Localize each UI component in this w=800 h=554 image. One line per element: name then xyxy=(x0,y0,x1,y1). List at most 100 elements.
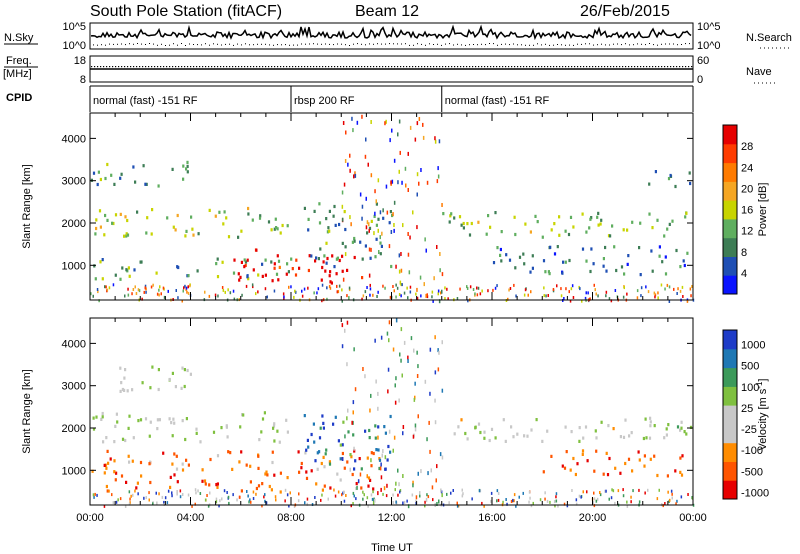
nave-point xyxy=(391,66,393,68)
power-cell xyxy=(467,299,469,303)
velocity-cell xyxy=(435,478,437,483)
velocity-cell xyxy=(669,498,671,502)
velocity-cell xyxy=(355,497,357,501)
power-cell xyxy=(341,204,344,209)
velocity-cell xyxy=(169,485,172,489)
power-cell xyxy=(668,300,671,303)
power-cell xyxy=(286,224,289,228)
colorbar-swatch xyxy=(723,423,737,444)
power-cell xyxy=(155,271,158,275)
velocity-cell xyxy=(157,387,160,392)
power-cell xyxy=(584,296,587,300)
velocity-cell xyxy=(372,487,375,491)
freq-tick-top: 18 xyxy=(74,55,86,67)
power-cell xyxy=(286,262,289,266)
power-cell xyxy=(197,232,200,236)
power-cell xyxy=(273,262,276,266)
power-cell xyxy=(134,285,136,289)
power-cell xyxy=(684,215,687,219)
velocity-cell xyxy=(339,443,342,447)
power-cell xyxy=(238,278,241,282)
power-cell xyxy=(599,222,602,226)
power-cell xyxy=(423,282,425,287)
velocity-cell xyxy=(407,355,409,360)
power-cell xyxy=(686,299,689,303)
power-cell xyxy=(658,245,661,249)
y-tick-label: 1000 xyxy=(62,465,86,477)
velocity-cell xyxy=(215,483,218,487)
nave-point xyxy=(553,66,555,68)
velocity-cell xyxy=(490,491,493,495)
nsearch-point xyxy=(261,43,262,45)
velocity-cell xyxy=(394,383,396,388)
power-cell xyxy=(564,260,567,264)
nave-point xyxy=(688,66,690,68)
y-axis-label: Slant Range [km] xyxy=(21,369,33,453)
nsearch-point xyxy=(377,43,378,45)
velocity-cell xyxy=(571,489,573,492)
velocity-cell xyxy=(130,494,132,498)
colorbar-tick-label: 8 xyxy=(741,247,747,259)
power-cell xyxy=(469,285,472,289)
power-cell xyxy=(120,172,123,176)
power-cell xyxy=(271,279,274,283)
nsearch-point xyxy=(401,43,402,45)
nave-point xyxy=(142,66,144,68)
power-cell xyxy=(119,212,122,216)
power-cell xyxy=(341,241,344,245)
velocity-cell xyxy=(395,500,397,504)
velocity-cell xyxy=(611,488,613,492)
velocity-cell xyxy=(105,484,108,489)
velocity-cell xyxy=(425,497,428,502)
power-cell xyxy=(626,262,629,266)
velocity-cell xyxy=(513,499,515,503)
power-cell xyxy=(145,287,147,291)
nsearch-point xyxy=(601,43,602,45)
velocity-cell xyxy=(586,490,588,494)
power-cell xyxy=(396,286,399,290)
velocity-cell xyxy=(265,501,268,505)
power-cell xyxy=(393,200,396,205)
nave-point xyxy=(148,66,150,68)
power-cell xyxy=(277,278,280,282)
nave-point xyxy=(544,66,546,68)
power-cell xyxy=(333,204,336,209)
nsearch-point xyxy=(109,43,110,45)
velocity-cell xyxy=(477,422,481,426)
nave-point xyxy=(94,66,96,68)
power-cell xyxy=(303,287,306,291)
velocity-cell xyxy=(393,435,396,440)
nsearch-point xyxy=(317,43,318,45)
velocity-cell xyxy=(123,376,126,380)
velocity-cell xyxy=(461,488,463,492)
velocity-cell xyxy=(665,433,668,437)
power-cell xyxy=(301,289,303,293)
velocity-cell xyxy=(279,490,282,494)
velocity-cell xyxy=(117,498,119,502)
velocity-cell xyxy=(607,424,610,428)
power-cell xyxy=(515,294,517,298)
velocity-cell xyxy=(377,435,379,440)
velocity-cell xyxy=(371,497,374,501)
velocity-cell xyxy=(481,501,483,505)
power-cell xyxy=(453,216,456,220)
power-cell xyxy=(524,222,527,226)
power-cell xyxy=(398,293,401,296)
velocity-cell xyxy=(119,389,122,393)
nsearch-point xyxy=(293,44,294,46)
power-cell xyxy=(384,121,386,126)
velocity-cell xyxy=(128,414,131,418)
power-cell xyxy=(374,255,377,259)
power-cell xyxy=(240,260,243,264)
velocity-cell xyxy=(466,437,469,441)
nave-point xyxy=(334,66,336,68)
nsearch-point xyxy=(585,43,586,45)
velocity-cell xyxy=(549,500,551,504)
power-cell xyxy=(414,137,417,142)
power-cell xyxy=(328,229,331,233)
velocity-cell xyxy=(389,450,392,454)
power-cell xyxy=(98,299,100,303)
power-cell xyxy=(460,223,463,227)
velocity-cell xyxy=(351,420,353,425)
power-cell xyxy=(508,288,510,292)
